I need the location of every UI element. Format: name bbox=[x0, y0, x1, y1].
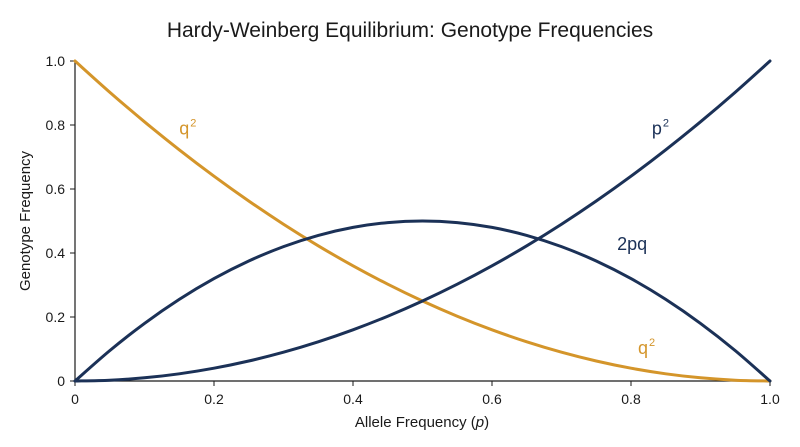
x-tick-label: 1.0 bbox=[760, 391, 780, 407]
y-ticks: 0 0.2 0.4 0.6 0.8 1.0 bbox=[46, 53, 75, 389]
x-tick-label: 0.6 bbox=[482, 391, 502, 407]
curve-label: p2 bbox=[652, 118, 669, 139]
curve-label-superscript: 2 bbox=[190, 118, 196, 130]
curve-label: q2 bbox=[638, 337, 655, 358]
series-line-2pq bbox=[73, 219, 772, 383]
x-axis-label-prefix: Allele Frequency ( bbox=[355, 414, 476, 431]
curve-label-text: p bbox=[652, 119, 662, 139]
curve-label-text: q bbox=[179, 119, 189, 139]
curve-label-text: q bbox=[638, 338, 648, 358]
x-tick-label: 0.8 bbox=[621, 391, 641, 407]
x-tick-label: 0 bbox=[71, 391, 79, 407]
curve-label-text: 2pq bbox=[617, 234, 647, 254]
y-tick-label: 0.8 bbox=[46, 117, 66, 133]
series-line-p2 bbox=[73, 59, 772, 383]
curve-label-superscript: 2 bbox=[663, 118, 669, 130]
series-layer bbox=[73, 59, 772, 383]
y-tick-label: 1.0 bbox=[46, 53, 66, 69]
x-axis-label-variable: p bbox=[475, 414, 484, 431]
y-tick-label: 0 bbox=[57, 373, 65, 389]
chart-title: Hardy-Weinberg Equilibrium: Genotype Fre… bbox=[167, 19, 653, 42]
y-tick-label: 0.2 bbox=[46, 309, 66, 325]
y-tick-label: 0.6 bbox=[46, 181, 66, 197]
x-ticks: 0 0.2 0.4 0.6 0.8 1.0 bbox=[71, 381, 780, 407]
x-tick-label: 0.2 bbox=[204, 391, 224, 407]
curve-label: q2 bbox=[179, 118, 196, 139]
curve-label: 2pq bbox=[617, 234, 647, 254]
y-tick-label: 0.4 bbox=[46, 245, 66, 261]
y-axis-label: Genotype Frequency bbox=[17, 150, 34, 291]
x-tick-label: 0.4 bbox=[343, 391, 363, 407]
axes bbox=[74, 61, 770, 382]
x-axis-label-suffix: ) bbox=[484, 414, 489, 431]
curve-label-superscript: 2 bbox=[649, 337, 655, 349]
x-axis-label: Allele Frequency (p) bbox=[355, 414, 489, 431]
